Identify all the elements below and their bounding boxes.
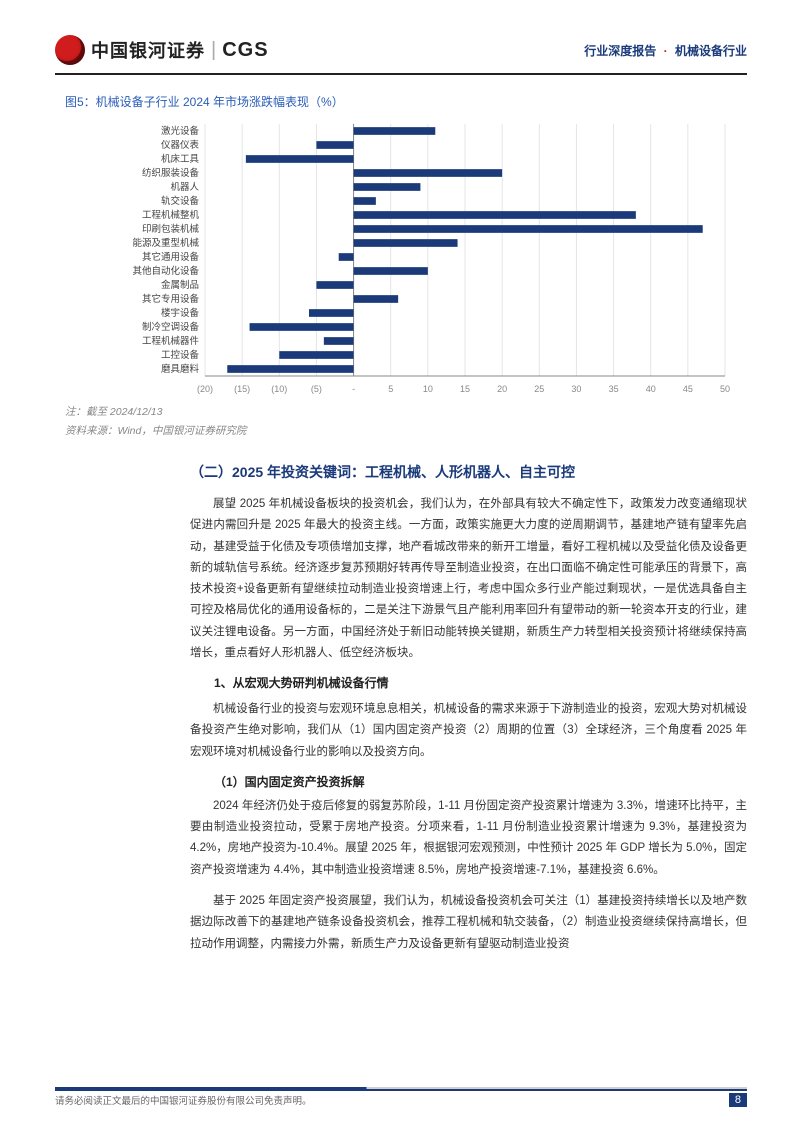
svg-text:其它专用设备: 其它专用设备: [142, 293, 200, 305]
svg-text:其它通用设备: 其它通用设备: [142, 251, 200, 263]
body-paragraph-1: 展望 2025 年机械设备板块的投资机会，我们认为，在外部具有较大不确定性下，政…: [190, 494, 747, 664]
svg-text:20: 20: [497, 384, 507, 394]
svg-text:-: -: [352, 384, 355, 394]
header-report-type: 行业深度报告: [584, 44, 656, 58]
svg-text:(20): (20): [197, 384, 213, 394]
svg-text:印刷包装机械: 印刷包装机械: [142, 223, 200, 235]
svg-text:35: 35: [609, 384, 619, 394]
logo-separator: |: [211, 39, 216, 62]
svg-text:10: 10: [423, 384, 433, 394]
header-dot-icon: ·: [664, 44, 668, 58]
svg-text:(5): (5): [311, 384, 322, 394]
figure-source: 资料来源：Wind，中国银河证券研究院: [65, 423, 747, 438]
svg-text:机床工具: 机床工具: [161, 153, 200, 165]
bar-chart: (20) (15) (10) (5) - 5 10 15 20 25 30 35 40 45 50 激光设备仪…: [95, 118, 735, 398]
svg-text:15: 15: [460, 384, 470, 394]
svg-text:50: 50: [720, 384, 730, 394]
sub-heading-2: （1）国内固定资产投资拆解: [190, 773, 747, 790]
page-header: 中国银河证券 | CGS 行业深度报告 · 机械设备行业: [55, 35, 747, 75]
svg-text:工程机械器件: 工程机械器件: [142, 335, 200, 347]
logo-text-cn: 中国银河证券: [91, 37, 205, 63]
page: 中国银河证券 | CGS 行业深度报告 · 机械设备行业 图5：机械设备子行业 …: [0, 0, 802, 1133]
svg-text:工控设备: 工控设备: [161, 349, 200, 361]
figure-caption: 图5：机械设备子行业 2024 年市场涨跌幅表现（%）: [65, 93, 747, 110]
svg-text:工程机械整机: 工程机械整机: [142, 209, 200, 221]
logo-block: 中国银河证券 | CGS: [55, 35, 269, 65]
svg-text:激光设备: 激光设备: [161, 125, 200, 137]
svg-text:30: 30: [571, 384, 581, 394]
svg-text:其他自动化设备: 其他自动化设备: [132, 265, 199, 277]
svg-text:楼宇设备: 楼宇设备: [161, 307, 200, 319]
bar-chart-svg: (20) (15) (10) (5) - 5 10 15 20 25 30 35 40 45 50 激光设备仪…: [95, 118, 735, 398]
body-paragraph-3: 2024 年经济仍处于疫后修复的弱复苏阶段，1-11 月份固定资产投资累计增速为…: [190, 796, 747, 881]
svg-text:5: 5: [388, 384, 393, 394]
svg-text:40: 40: [646, 384, 656, 394]
svg-text:45: 45: [683, 384, 693, 394]
logo-text-en: CGS: [222, 39, 268, 62]
footer-divider: [55, 1087, 747, 1091]
sub-heading-1: 1、从宏观大势研判机械设备行情: [190, 674, 747, 691]
svg-text:(10): (10): [271, 384, 287, 394]
svg-text:25: 25: [534, 384, 544, 394]
header-industry: 机械设备行业: [675, 44, 747, 58]
logo-swirl-icon: [55, 35, 85, 65]
svg-text:制冷空调设备: 制冷空调设备: [142, 321, 200, 333]
page-number: 8: [729, 1093, 747, 1107]
footer-disclaimer: 请务必阅读正文最后的中国银河证券股份有限公司免责声明。: [55, 1093, 312, 1107]
svg-text:仪器仪表: 仪器仪表: [161, 139, 200, 151]
svg-text:轨交设备: 轨交设备: [161, 195, 200, 207]
svg-text:能源及重型机械: 能源及重型机械: [132, 237, 199, 249]
svg-text:金属制品: 金属制品: [161, 279, 199, 291]
body-paragraph-4: 基于 2025 年固定资产投资展望，我们认为，机械设备投资机会可关注（1）基建投…: [190, 891, 747, 955]
page-footer: 请务必阅读正文最后的中国银河证券股份有限公司免责声明。 8: [0, 1093, 802, 1107]
figure-note: 注：截至 2024/12/13: [65, 404, 747, 419]
svg-text:磨具磨料: 磨具磨料: [161, 363, 200, 375]
svg-text:机器人: 机器人: [170, 181, 199, 193]
svg-text:纺织服装设备: 纺织服装设备: [142, 167, 200, 179]
header-right-label: 行业深度报告 · 机械设备行业: [584, 42, 747, 59]
body-paragraph-2: 机械设备行业的投资与宏观环境息息相关，机械设备的需求来源于下游制造业的投资，宏观…: [190, 699, 747, 763]
section-heading: （二）2025 年投资关键词：工程机械、人形机器人、自主可控: [190, 462, 747, 482]
svg-text:(15): (15): [234, 384, 250, 394]
